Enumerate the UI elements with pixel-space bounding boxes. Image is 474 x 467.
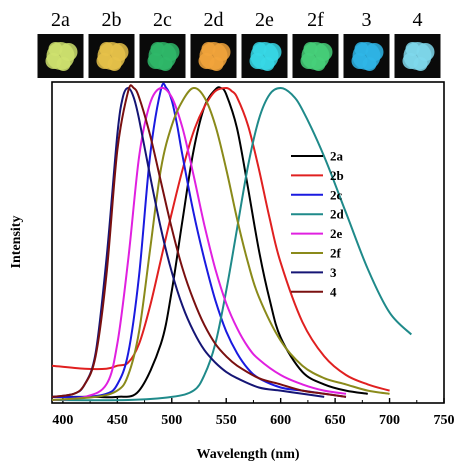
sample-photo <box>394 34 441 78</box>
sample-label: 2b <box>102 9 122 31</box>
legend-label: 2b <box>330 168 344 183</box>
x-tick-label: 500 <box>161 413 182 428</box>
x-axis: 400 450 500 550 600 650 700 750 <box>52 398 455 428</box>
series-line-2b <box>51 87 390 392</box>
legend-item: 2d <box>291 207 345 222</box>
series-line-2f <box>51 86 390 401</box>
y-axis-title: Intensity <box>9 216 24 269</box>
sample-photos-row: 2a 2b 2c 2d 2e 2f 3 4 <box>37 9 441 78</box>
legend-label: 2a <box>330 149 344 164</box>
legend-label: 2d <box>330 207 345 222</box>
sample-photo <box>292 34 339 78</box>
legend-item: 2b <box>291 168 344 183</box>
sample-label: 3 <box>362 9 372 31</box>
series-line-4 <box>51 84 347 398</box>
sample-photo <box>139 34 186 78</box>
x-tick-label: 750 <box>434 413 455 428</box>
series-line-3 <box>51 87 325 398</box>
x-tick-label: 600 <box>270 413 291 428</box>
series-line-2e <box>51 86 347 401</box>
sample-label: 2f <box>307 9 324 31</box>
legend-label: 2f <box>330 246 342 261</box>
legend-label: 2c <box>330 187 343 202</box>
sample-label: 2a <box>51 9 70 31</box>
legend-label: 4 <box>330 284 337 299</box>
sample-label: 2e <box>255 9 274 31</box>
sample-photo <box>37 34 84 78</box>
x-tick-label: 450 <box>107 413 128 428</box>
legend-item: 2e <box>291 226 343 241</box>
series-line-2d <box>51 87 413 402</box>
legend: 2a 2b 2c 2d 2e 2f 3 4 <box>291 149 345 299</box>
sample-photo <box>190 34 237 78</box>
series-line-2a <box>52 86 368 399</box>
x-tick-label: 700 <box>379 413 400 428</box>
sample-label: 2c <box>153 9 172 31</box>
legend-item: 2c <box>291 187 343 202</box>
legend-item: 3 <box>291 265 337 280</box>
sample-label: 2d <box>204 9 224 31</box>
sample-photo <box>343 34 390 78</box>
x-tick-label: 650 <box>325 413 346 428</box>
plot-area <box>51 81 445 404</box>
sample-photo <box>241 34 288 78</box>
plot-border <box>51 81 445 404</box>
sample-label: 4 <box>413 9 423 31</box>
legend-item: 4 <box>291 284 337 299</box>
series-lines <box>51 82 413 402</box>
sample-photo <box>88 34 135 78</box>
legend-item: 2f <box>291 246 342 261</box>
x-tick-label: 400 <box>52 413 73 428</box>
legend-label: 2e <box>330 226 343 241</box>
legend-label: 3 <box>330 265 337 280</box>
x-tick-label: 550 <box>216 413 237 428</box>
legend-item: 2a <box>291 149 344 164</box>
x-axis-title: Wavelength (nm) <box>196 447 299 462</box>
